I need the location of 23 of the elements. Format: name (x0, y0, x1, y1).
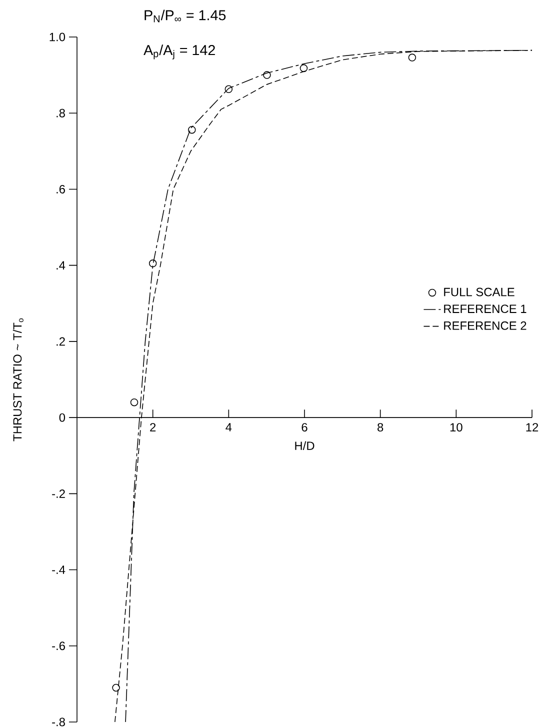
y-tick-label: -.8 (52, 718, 65, 726)
y-tick-label: .2 (56, 337, 65, 346)
y-tick-label: 1.0 (50, 32, 66, 42)
legend-label: REFERENCE 2 (444, 321, 526, 330)
y-tick-label: 0 (59, 413, 66, 422)
x-tick-label: 4 (226, 423, 232, 432)
x-tick-label: 10 (450, 423, 462, 432)
x-tick-label: 6 (302, 423, 308, 432)
legend-label: FULL SCALE (444, 288, 514, 296)
y-tick-label: .8 (56, 108, 65, 118)
y-axis-title: THRUST RATIO ~ T/T$_{o}$ (12, 318, 24, 442)
x-tick-label: 8 (378, 423, 384, 432)
y-tick-label: -.2 (52, 489, 65, 498)
text: P$_{N}$/P$_{∞}$ = 1.45 (144, 10, 226, 22)
x-tick-label: 2 (150, 423, 156, 432)
x-axis-title: H/D (295, 441, 314, 450)
annotation: A$_{p}$/A$_{j}$ = 142 (144, 44, 215, 60)
y-tick-label: -.6 (52, 642, 65, 650)
y-tick-label: -.4 (52, 566, 66, 574)
y-tick-label: .6 (56, 184, 65, 194)
y-tick-label: .4 (56, 261, 66, 270)
x-tick-label: 12 (526, 423, 538, 432)
legend-label: REFERENCE 1 (444, 304, 526, 314)
